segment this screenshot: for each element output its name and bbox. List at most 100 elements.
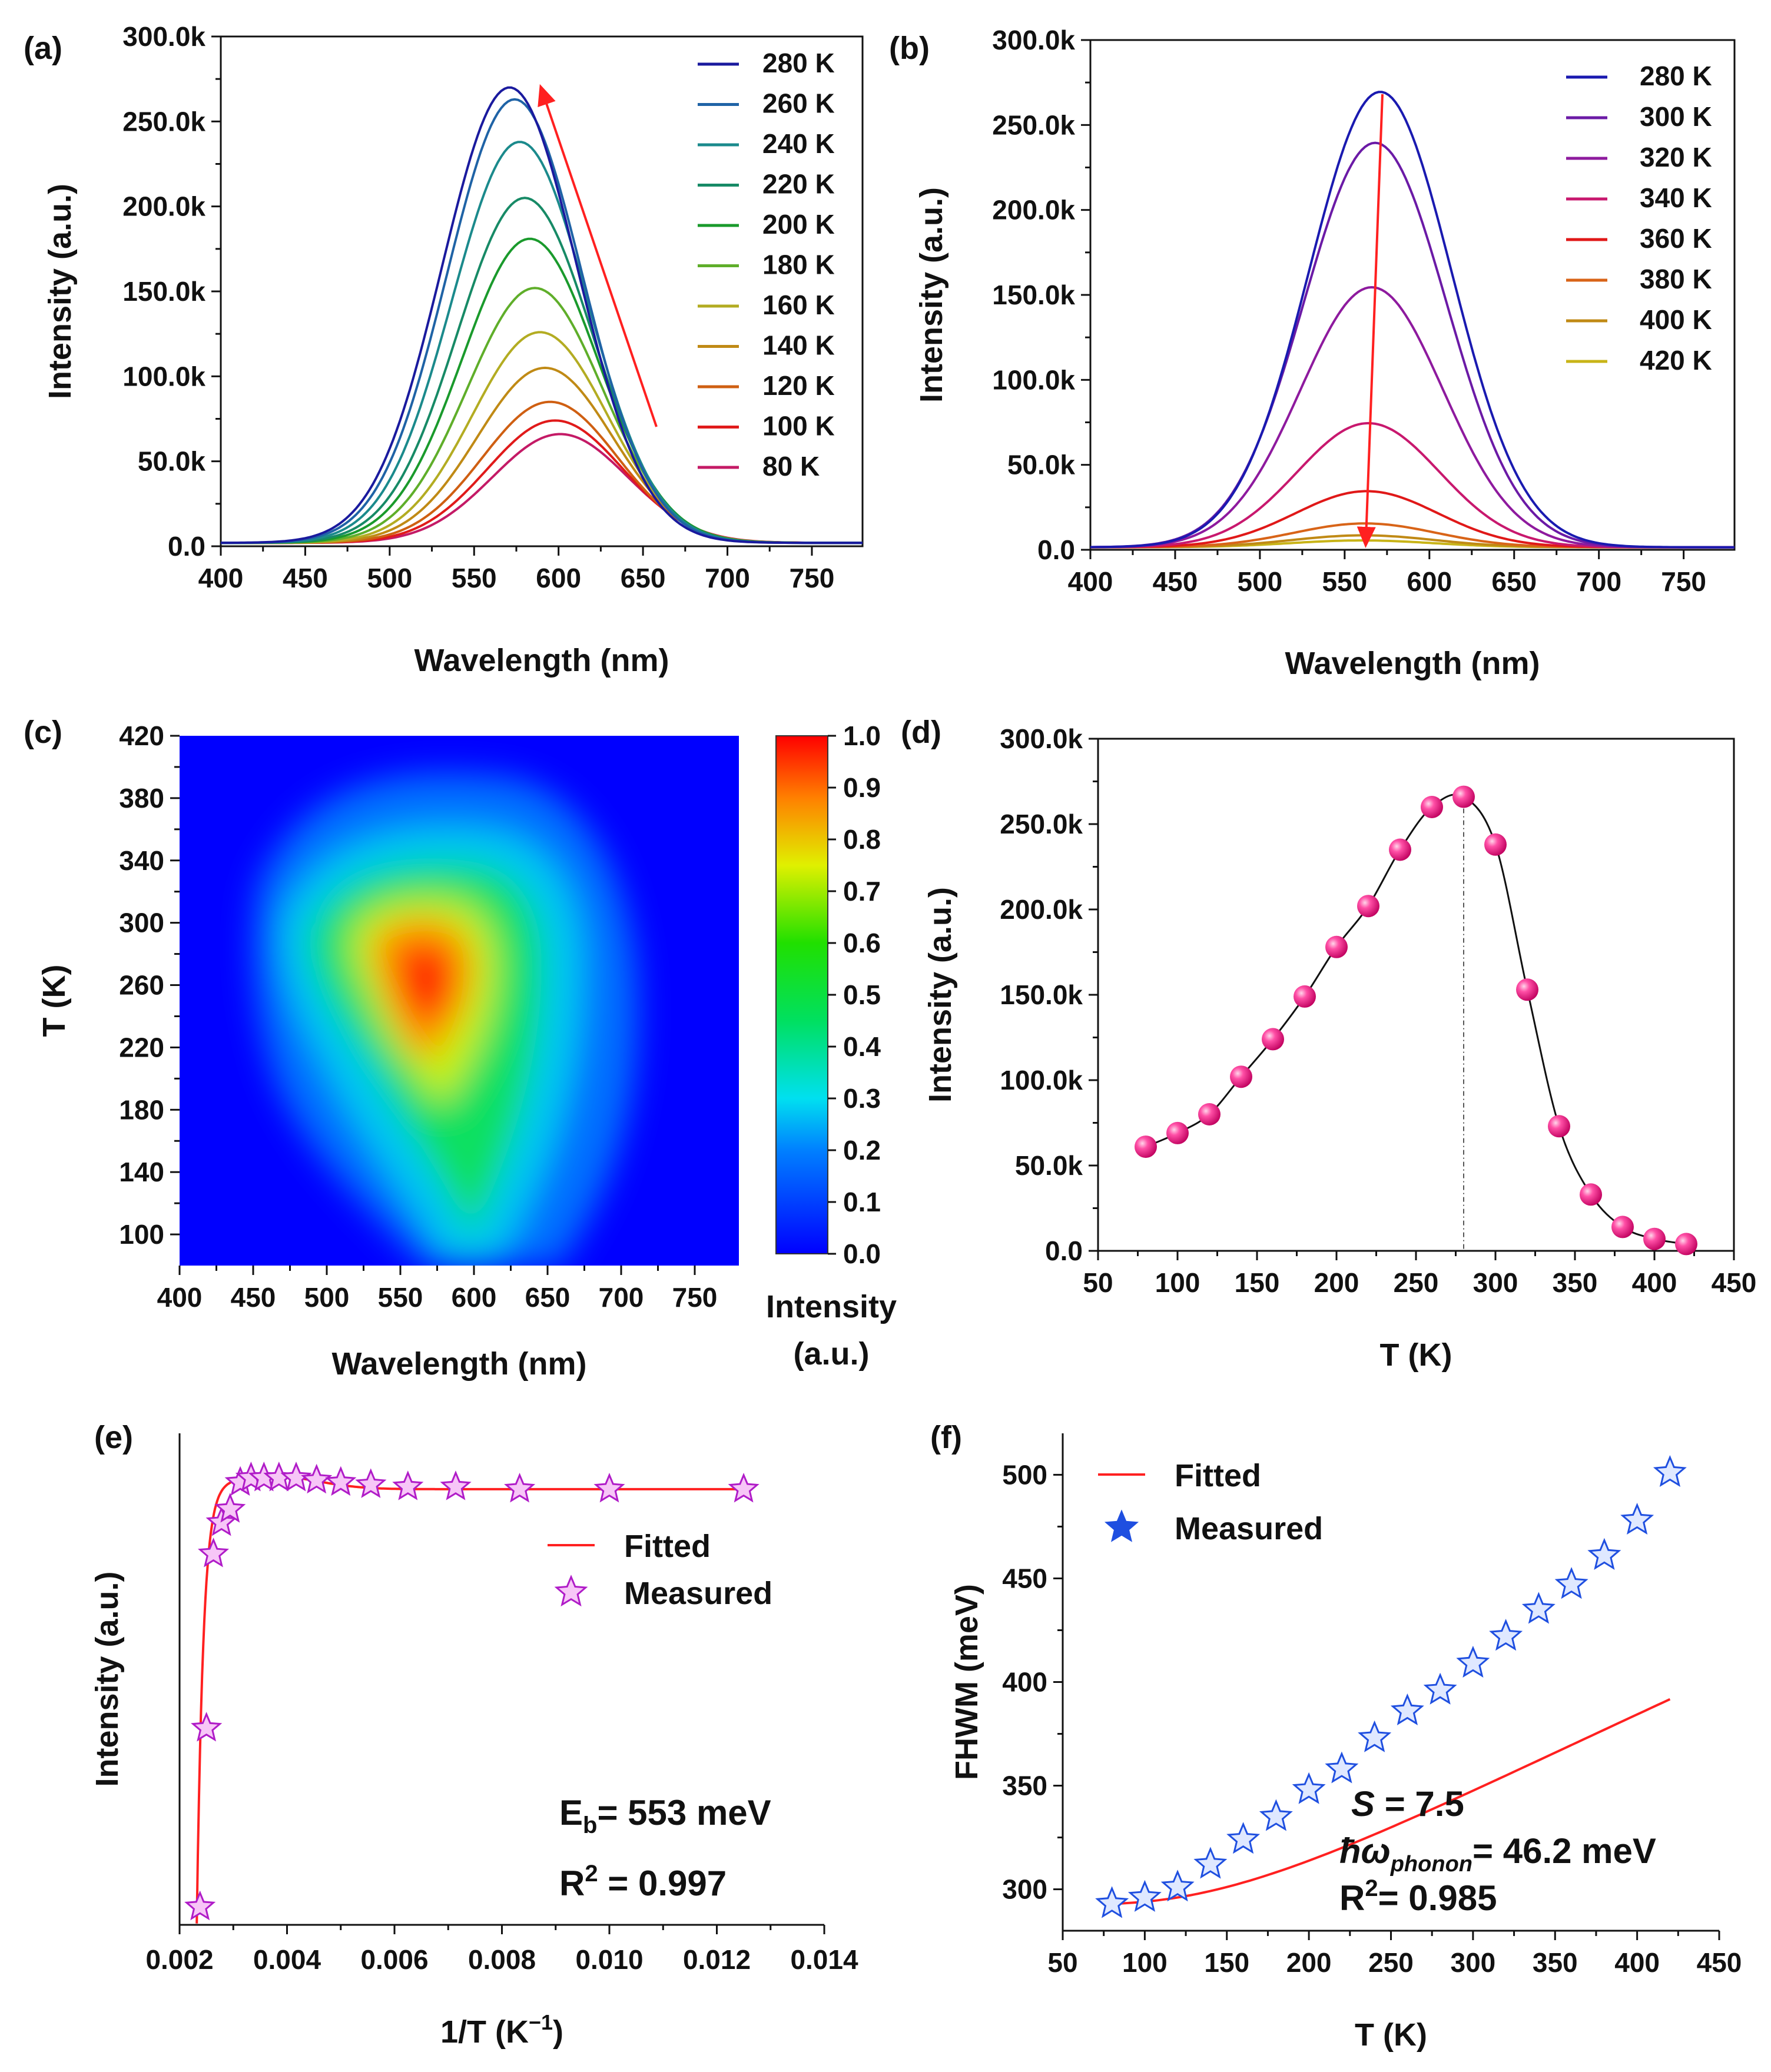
chart-e-xlabel: 1/T (K−1) [440,2010,563,2050]
chart-b-series-line [1090,91,1734,549]
chart-b-legend-label: 280 K [1640,61,1712,91]
chart-b-legend-label: 320 K [1640,142,1712,172]
x-tick-label: 600 [536,563,581,593]
y-tick-label: 150.0k [1000,979,1083,1010]
x-tick-label: 400 [198,563,244,593]
x-tick-label: 500 [1238,566,1283,597]
e-r2-annotation: R2 = 0.997 [559,1861,727,1903]
chart-a-legend-label: 120 K [762,370,835,401]
chart-a-legend-label: 240 K [762,128,835,159]
x-tick-label: 150 [1235,1267,1280,1298]
y-tick-label: 50.0k [138,446,206,477]
eb-annotation: Eb= 553 meV [559,1793,771,1838]
chart-d-data-point [1421,796,1443,818]
chart-e-legend-measured-swatch [554,1575,588,1607]
chart-f-data-point [1489,1619,1523,1651]
chart-c-xlabel: Wavelength (nm) [331,1346,586,1382]
x-tick-label: 400 [157,1282,203,1313]
x-tick-label: 350 [1553,1267,1598,1298]
chart-a-legend-label: 80 K [762,451,820,482]
x-tick-label: 650 [525,1282,571,1313]
y-tick-label: 300.0k [992,25,1075,55]
chart-f-data-point [1554,1567,1588,1599]
chart-b-legend-label: 360 K [1640,223,1712,254]
y-tick-label: 300 [1002,1874,1047,1905]
colorbar-label-line1: Intensity [766,1289,897,1324]
chart-b: 400 450 500 550 600 650 700 750 0.0 50.0k 100.0k 15… [914,25,1736,681]
x-tick-label: 250 [1368,1947,1414,1978]
x-tick-label: 350 [1533,1947,1578,1978]
colorbar [776,736,828,1254]
colorbar-tick-label: 0.7 [843,876,881,906]
y-tick-label: 200.0k [1000,894,1083,925]
y-tick-label: 250.0k [992,109,1075,140]
chart-e-data-point [504,1473,536,1503]
chart-b-legend-label: 300 K [1640,101,1712,132]
y-tick-label: 150.0k [122,276,205,307]
chart-d: 50 100 150 200 250 300 350 400 450 0.0 50.0k 100.0k… [923,723,1756,1373]
colorbar-tick-label: 0.5 [843,979,881,1010]
chart-d-ylabel: Intensity (a.u.) [923,887,958,1103]
colorbar-tick-label: 0.6 [843,928,881,958]
chart-d-data-point [1611,1216,1634,1238]
chart-f-legend-measured-swatch [1104,1509,1139,1542]
chart-f-data-point [1127,1880,1162,1912]
x-tick-label: 700 [705,563,750,593]
x-tick-label: 50 [1083,1267,1113,1298]
chart-f-data-point [1226,1822,1261,1854]
panel-label-d: (d) [901,715,941,750]
x-tick-label: 450 [1712,1267,1757,1298]
chart-f-data-point [1160,1870,1195,1902]
colorbar-tick-label: 0.8 [843,824,881,855]
chart-e-data-point [301,1463,333,1494]
s-annotation: S = 7.5 [1351,1784,1464,1824]
x-tick-label: 300 [1451,1947,1496,1978]
chart-e-data-point [191,1712,223,1742]
x-tick-label: 450 [231,1282,276,1313]
chart-e-data-point [392,1470,424,1500]
chart-e-data-point [198,1538,229,1568]
panel-label-f: (f) [930,1420,962,1455]
y-tick-label: 250.0k [1000,809,1083,839]
chart-b-legend-label: 400 K [1640,304,1712,335]
y-tick-label: 100.0k [992,364,1075,395]
x-tick-label: 450 [1697,1947,1742,1978]
y-tick-label: 250.0k [122,106,205,137]
chart-a-series-line [221,86,863,544]
chart-b-legend-label: 380 K [1640,264,1712,294]
chart-a-legend-label: 160 K [762,290,835,320]
x-tick-label: 0.008 [468,1944,536,1975]
y-tick-label: 50.0k [1007,450,1076,480]
y-tick-label: 420 [119,720,164,751]
x-tick-label: 500 [367,563,412,593]
colorbar-tick-label: 0.0 [843,1238,881,1269]
chart-d-data-point [1643,1227,1666,1250]
x-tick-label: 550 [1322,566,1367,597]
chart-d-xlabel: T (K) [1380,1337,1452,1373]
chart-e-data-point [728,1473,760,1503]
x-tick-label: 300 [1473,1267,1518,1298]
y-tick-label: 0.0 [168,531,205,562]
chart-f-data-point [1358,1720,1392,1752]
y-tick-label: 300.0k [122,21,205,52]
chart-b-series-line [1090,141,1734,549]
x-tick-label: 750 [790,563,835,593]
heatmap-level-peak [398,945,453,1020]
chart-e-legend-fitted-label: Fitted [624,1529,711,1564]
chart-f-data-point [1390,1693,1424,1725]
chart-f-data-point [1325,1751,1359,1784]
x-tick-label: 600 [1407,566,1452,597]
x-tick-label: 200 [1286,1947,1332,1978]
y-tick-label: 200.0k [992,195,1075,225]
chart-f-data-point [1292,1772,1326,1804]
x-tick-label: 650 [1491,566,1537,597]
chart-f-data-point [1259,1799,1293,1831]
x-tick-label: 550 [452,563,497,593]
y-tick-label: 0.0 [1037,534,1075,565]
chart-f-data-point [1653,1455,1687,1487]
chart-e-data-point [214,1493,246,1523]
chart-d-fit-curve [1145,793,1687,1245]
chart-e-data-point [355,1468,387,1498]
y-tick-label: 500 [1002,1459,1047,1490]
colorbar-tick-label: 1.0 [843,720,881,751]
